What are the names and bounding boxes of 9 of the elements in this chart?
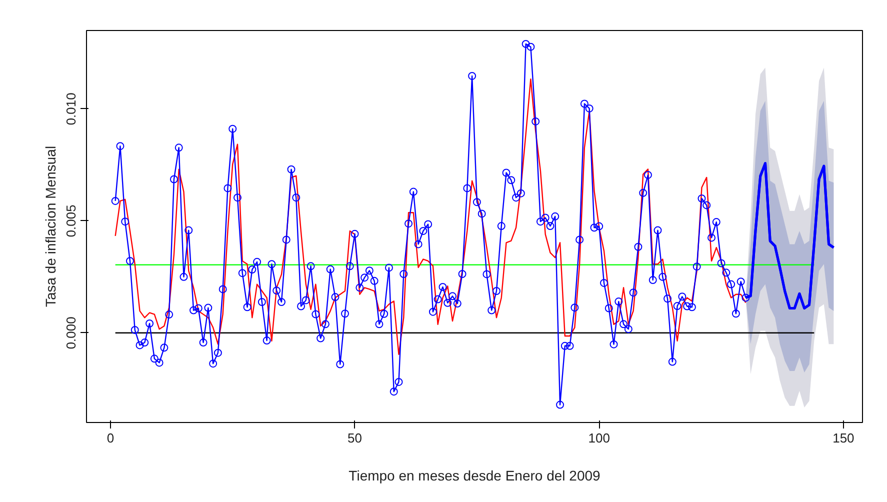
x-tick-label: 0 (106, 430, 114, 446)
y-tick-label: 0.005 (64, 204, 78, 238)
y-tick-label: 0.000 (64, 316, 78, 350)
x-tick-label: 150 (832, 430, 854, 446)
x-tick-label: 100 (588, 430, 610, 446)
x-axis-title: Tiempo en meses desde Enero del 2009 (348, 468, 601, 484)
y-axis-title: Tasa de inflacion Mensual (42, 146, 58, 308)
x-tick-label: 50 (348, 430, 362, 446)
y-tick-label: 0.010 (64, 92, 78, 126)
